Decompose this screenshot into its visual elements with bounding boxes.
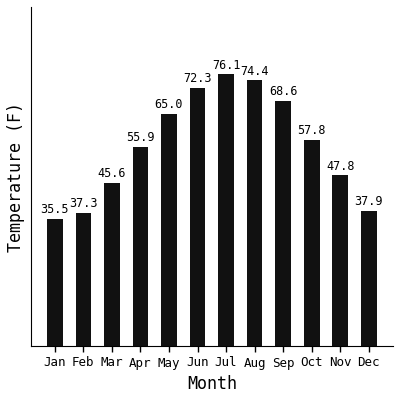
Text: 65.0: 65.0 xyxy=(155,98,183,111)
Text: 47.8: 47.8 xyxy=(326,160,354,172)
Text: 57.8: 57.8 xyxy=(298,124,326,137)
Text: 37.3: 37.3 xyxy=(69,197,98,210)
Text: 74.4: 74.4 xyxy=(240,65,269,78)
Y-axis label: Temperature (F): Temperature (F) xyxy=(7,102,25,252)
Bar xyxy=(132,146,148,346)
Bar xyxy=(304,140,320,346)
Text: 37.9: 37.9 xyxy=(354,195,383,208)
Bar xyxy=(190,88,205,346)
Bar xyxy=(76,213,91,346)
X-axis label: Month: Month xyxy=(187,375,237,393)
Bar xyxy=(275,101,291,346)
Text: 35.5: 35.5 xyxy=(40,204,69,216)
Text: 72.3: 72.3 xyxy=(183,72,212,85)
Bar xyxy=(332,176,348,346)
Bar xyxy=(218,74,234,346)
Bar xyxy=(161,114,177,346)
Bar xyxy=(247,80,262,346)
Text: 45.6: 45.6 xyxy=(98,168,126,180)
Bar xyxy=(104,183,120,346)
Bar xyxy=(47,219,63,346)
Bar xyxy=(361,211,376,346)
Text: 76.1: 76.1 xyxy=(212,58,240,72)
Text: 55.9: 55.9 xyxy=(126,131,155,144)
Text: 68.6: 68.6 xyxy=(269,85,297,98)
